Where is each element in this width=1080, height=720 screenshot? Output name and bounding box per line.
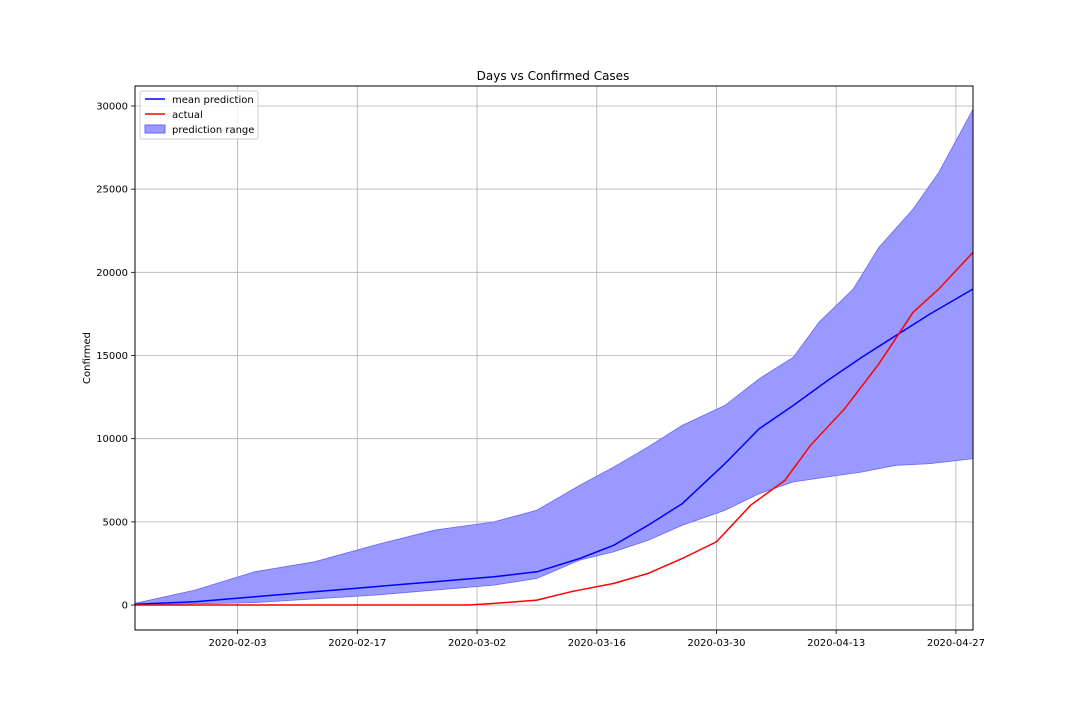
legend-actual-label: actual: [172, 110, 203, 121]
legend-mean-label: mean prediction: [172, 95, 254, 106]
y-tick-label: 10000: [96, 434, 128, 445]
y-axis-label: Confirmed: [82, 332, 93, 384]
x-tick-label: 2020-03-02: [448, 638, 506, 649]
y-tick-label: 0: [122, 601, 128, 612]
x-tick-label: 2020-02-03: [209, 638, 267, 649]
legend-range-label: prediction range: [172, 125, 254, 136]
actual-line: [135, 251, 974, 606]
y-tick-label: 30000: [96, 101, 128, 112]
x-axis-ticks: 2020-02-03 2020-02-17 2020-03-02 2020-03-16…: [209, 630, 985, 649]
legend-range-swatch: [144, 124, 166, 134]
y-tick-label: 20000: [96, 268, 128, 279]
x-tick-label: 2020-04-27: [927, 638, 985, 649]
y-tick-label: 15000: [96, 351, 128, 362]
chart-title: Days vs Confirmed Cases: [477, 69, 630, 83]
prediction-range-area: [134, 109, 974, 606]
x-tick-label: 2020-02-17: [328, 638, 386, 649]
mean-prediction-line: [134, 288, 974, 605]
series-lines: [134, 251, 974, 606]
y-axis-ticks: 0 5000 10000 15000 20000 25000 30000: [96, 101, 135, 612]
y-tick-label: 25000: [96, 185, 128, 196]
x-tick-label: 2020-04-13: [807, 638, 865, 649]
y-tick-label: 5000: [103, 517, 128, 528]
axes-frame: [134, 85, 974, 631]
legend-box: [139, 90, 259, 140]
prediction-range-band: [134, 109, 974, 606]
x-tick-label: 2020-03-30: [687, 638, 745, 649]
x-tick-label: 2020-03-16: [568, 638, 626, 649]
legend: mean prediction actual prediction range: [139, 90, 259, 140]
